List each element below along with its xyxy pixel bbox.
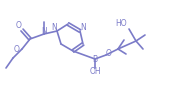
Text: N: N — [51, 23, 57, 33]
Text: O: O — [14, 44, 20, 54]
Text: N: N — [80, 23, 86, 33]
Text: HO: HO — [115, 19, 127, 29]
Text: O: O — [106, 50, 112, 58]
Text: B: B — [93, 54, 98, 64]
Text: O: O — [16, 21, 22, 31]
Text: OH: OH — [89, 68, 101, 76]
Text: N: N — [41, 27, 47, 37]
